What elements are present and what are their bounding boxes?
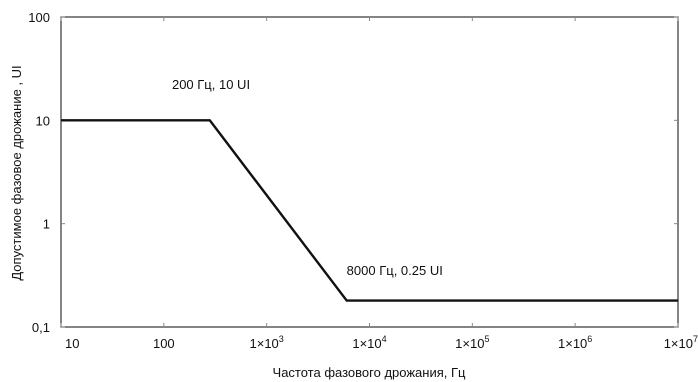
annotation-label: 8000 Гц, 0.25 UI — [347, 263, 443, 278]
y-axis-ticks: 100 10 1 0,1 — [28, 10, 678, 335]
y-tick-label: 10 — [36, 113, 50, 128]
x-tick-label: 10 — [65, 336, 79, 351]
y-axis-title: Допустимое фазовое дрожание , UI — [9, 65, 24, 280]
x-tick-label: 1×103 — [250, 334, 284, 351]
series-layer — [61, 119, 678, 302]
annotation-layer: 200 Гц, 10 UI 8000 Гц, 0.25 UI — [172, 77, 443, 278]
x-tick-label: 100 — [153, 336, 175, 351]
x-axis-ticks: 10 100 1×103 1×104 1×105 1×106 1×107 — [60, 17, 698, 351]
y-tick-label: 100 — [28, 10, 50, 25]
plot-frame — [60, 16, 679, 328]
x-axis-title: Частота фазового дрожания, Гц — [273, 365, 466, 380]
x-tick-label: 1×107 — [664, 334, 698, 351]
x-tick-label: 1×104 — [352, 334, 386, 351]
x-tick-label: 1×105 — [455, 334, 489, 351]
series-line — [61, 119, 678, 302]
y-tick-label: 1 — [43, 217, 50, 232]
annotation-label: 200 Гц, 10 UI — [172, 77, 250, 92]
x-tick-label: 1×106 — [558, 334, 592, 351]
y-tick-label: 0,1 — [32, 320, 50, 335]
